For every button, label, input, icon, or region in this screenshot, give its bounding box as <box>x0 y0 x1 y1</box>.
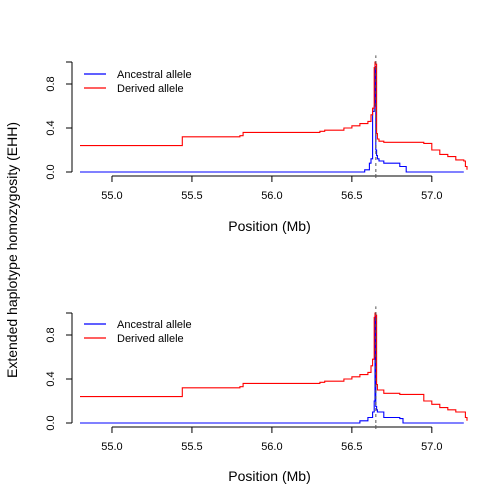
y-tick-label: 0.4 <box>45 371 57 386</box>
x-axis-label: Position (Mb) <box>228 218 310 234</box>
x-tick-label: 57.0 <box>421 441 442 453</box>
x-tick-label: 55.5 <box>181 441 202 453</box>
series-line-ancestral <box>80 65 464 173</box>
x-axis-label: Position (Mb) <box>228 468 310 484</box>
legend-label: Ancestral allele <box>117 319 192 331</box>
series-line-ancestral <box>80 315 464 424</box>
y-tick-label: 0.0 <box>45 415 57 430</box>
x-tick-label: 56.0 <box>261 441 282 453</box>
x-tick-label: 56.5 <box>341 441 362 453</box>
x-tick-label: 56.5 <box>341 190 362 202</box>
series-line-derived <box>80 61 468 170</box>
shared-y-axis-label: Extended haplotype homozygosity (EHH) <box>4 122 20 378</box>
y-tick-label: 0.8 <box>45 76 57 91</box>
x-tick-label: 56.0 <box>261 190 282 202</box>
x-tick-label: 57.0 <box>421 190 442 202</box>
x-tick-label: 55.0 <box>101 441 122 453</box>
y-tick-label: 0.0 <box>45 164 57 179</box>
legend-label: Derived allele <box>117 333 184 345</box>
x-tick-label: 55.5 <box>181 190 202 202</box>
ehh-chart-top: 0.0 0.4 0.8 55.0 55.5 56.0 56.5 57.0 Position (M… <box>45 55 468 234</box>
legend-label: Ancestral allele <box>117 69 192 81</box>
series-line-derived <box>80 312 468 421</box>
legend-label: Derived allele <box>117 83 184 95</box>
ehh-chart-bottom: 0.0 0.4 0.8 55.0 55.5 56.0 56.5 57.0 Position (M… <box>45 306 468 484</box>
x-tick-label: 55.0 <box>101 190 122 202</box>
y-tick-label: 0.4 <box>45 120 57 135</box>
y-tick-label: 0.8 <box>45 327 57 342</box>
